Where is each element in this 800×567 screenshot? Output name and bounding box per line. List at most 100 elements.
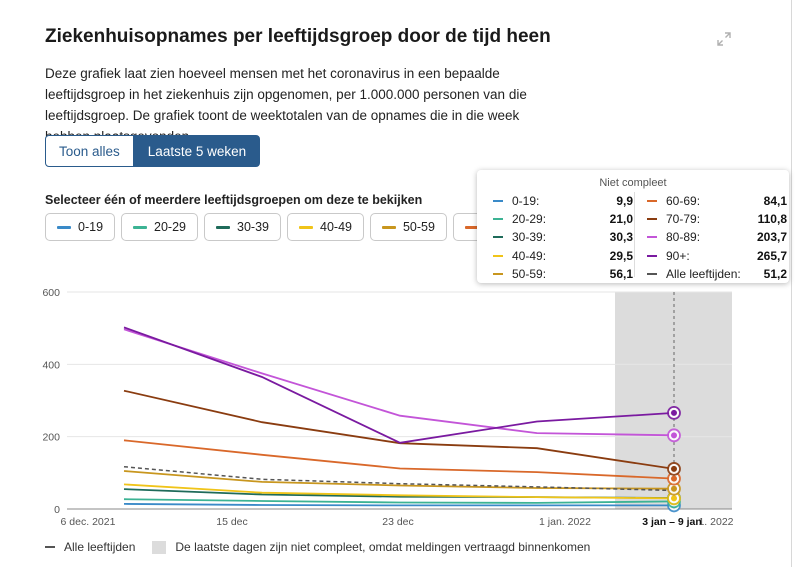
hover-marker: [671, 485, 677, 492]
tooltip-row: 90+: 265,7: [647, 247, 787, 265]
tooltip-row: 70-79: 110,8: [647, 210, 787, 228]
series-line-80-89: [123, 328, 675, 437]
tooltip-swatch: [647, 200, 657, 203]
tooltip-swatch: [493, 200, 503, 203]
incomplete-area-swatch: [152, 540, 167, 554]
x-tick-label: 3 jan – 9 jan: [642, 516, 702, 528]
chip-swatch: [57, 225, 71, 229]
age-chip-40-49[interactable]: 40-49: [287, 213, 364, 241]
chip-swatch: [299, 225, 313, 229]
series-line-40-49: [123, 483, 675, 500]
tooltip-divider: [634, 192, 635, 277]
x-tick-label: 23 dec: [382, 516, 414, 528]
hover-marker: [671, 495, 677, 502]
tooltip-swatch: [493, 272, 503, 275]
x-tick-label: 6 dec. 2021: [61, 516, 116, 528]
series-line-60-69: [123, 439, 675, 480]
tooltip: Niet compleet 0-19: 9,9 20-29: 21,0 30-39: 30…: [477, 170, 789, 283]
chip-label: 0-19: [78, 220, 104, 234]
expand-icon[interactable]: [716, 31, 732, 47]
tooltip-label: 60-69:: [666, 194, 701, 209]
age-chip-50-59[interactable]: 50-59: [369, 213, 447, 241]
hover-marker: [671, 409, 677, 416]
tooltip-row: 30-39: 30,3: [493, 228, 633, 246]
tooltip-row: 0-19: 9,9: [493, 192, 633, 210]
legend-incomplete-note: De laatste dagen zijn niet compleet, omd…: [175, 540, 591, 554]
time-range-toggle: Toon alles Laatste 5 weken: [45, 135, 261, 167]
tooltip-value: 84,1: [763, 194, 787, 209]
tooltip-value: 51,2: [763, 266, 787, 281]
tooltip-value: 265,7: [756, 248, 787, 263]
legend-all-ages: Alle leeftijden: [64, 540, 136, 554]
tooltip-row: 20-29: 21,0: [493, 210, 633, 228]
tooltip-value: 110,8: [757, 212, 787, 227]
last-5-weeks-button[interactable]: Laatste 5 weken: [133, 135, 261, 167]
tooltip-value: 56,1: [609, 266, 633, 281]
hover-marker: [671, 465, 677, 472]
series-line-90+: [123, 326, 675, 444]
age-chip-0-19[interactable]: 0-19: [45, 213, 116, 241]
show-all-button[interactable]: Toon alles: [45, 135, 134, 167]
hover-marker: [671, 432, 677, 439]
tooltip-label: 20-29:: [512, 212, 547, 227]
tooltip-swatch: [647, 218, 657, 221]
dashed-line-swatch: [45, 546, 55, 548]
tooltip-label: 80-89:: [666, 230, 701, 245]
x-tick-label: 1 jan. 2022: [539, 516, 591, 528]
series-line-20-29: [123, 498, 675, 504]
tooltip-row: Alle leeftijden: 51,2: [647, 265, 787, 283]
tooltip-swatch: [493, 236, 503, 239]
series-line-alle-leeftijden: [123, 465, 675, 492]
tooltip-swatch: [493, 218, 503, 221]
chip-label: 30-39: [237, 220, 269, 234]
tooltip-label: 40-49:: [512, 248, 547, 263]
tooltip-label: 0-19:: [512, 194, 540, 209]
tooltip-label: 70-79:: [666, 212, 701, 227]
tooltip-label: 90+:: [666, 248, 690, 263]
x-tick-label: 1. 2022: [698, 516, 733, 528]
tooltip-swatch: [647, 236, 657, 239]
chip-label: 20-29: [154, 220, 187, 234]
tooltip-column-right: 60-69: 84,1 70-79: 110,8 80-89: 203,7 90+: 265,…: [647, 192, 787, 283]
series-line-0-19: [123, 503, 674, 507]
chip-label: 40-49: [320, 220, 352, 234]
chart-legend: Alle leeftijden De laatste dagen zijn ni…: [45, 540, 590, 554]
series-line-30-39: [123, 488, 675, 499]
age-chip-20-29[interactable]: 20-29: [121, 213, 199, 241]
tooltip-swatch: [647, 272, 657, 275]
series-line-50-59: [123, 470, 675, 490]
tooltip-label: 50-59:: [512, 266, 547, 281]
series-line-70-79: [123, 389, 675, 470]
chip-swatch: [464, 225, 479, 229]
tooltip-value: 21,0: [609, 212, 633, 227]
tooltip-label: Alle leeftijden:: [666, 266, 741, 281]
chip-swatch: [133, 225, 148, 229]
chart-title: Ziekenhuisopnames per leeftijdsgroep doo…: [45, 26, 551, 47]
tooltip-label: 30-39:: [512, 230, 547, 245]
y-tick-label: 200: [42, 432, 60, 444]
tooltip-value: 9,9: [616, 194, 633, 209]
age-chip-30-39[interactable]: 30-39: [204, 213, 281, 241]
line-chart: 0 200 400 600 6 dec. 2021 15 dec 23 dec 1 jan. …: [42, 287, 733, 528]
select-age-groups-label: Selecteer één of meerdere leeftijdsgroep…: [45, 193, 423, 207]
chip-swatch: [216, 225, 231, 229]
y-tick-label: 0: [54, 504, 60, 516]
y-tick-label: 400: [42, 359, 60, 371]
tooltip-column-left: 0-19: 9,9 20-29: 21,0 30-39: 30,3 40-49: 29,5 50…: [493, 192, 633, 283]
tooltip-value: 203,7: [756, 230, 787, 245]
tooltip-row: 50-59: 56,1: [493, 265, 633, 283]
tooltip-header: Niet compleet: [599, 177, 667, 189]
tooltip-row: 80-89: 203,7: [647, 228, 787, 246]
hover-marker: [671, 475, 677, 482]
tooltip-row: 60-69: 84,1: [647, 192, 787, 210]
tooltip-row: 40-49: 29,5: [493, 247, 633, 265]
tooltip-swatch: [647, 254, 657, 257]
x-tick-label: 15 dec: [216, 516, 248, 528]
chip-label: 50-59: [402, 220, 435, 234]
tooltip-value: 29,5: [609, 248, 633, 263]
tooltip-value: 30,3: [609, 230, 633, 245]
tooltip-swatch: [493, 254, 503, 257]
